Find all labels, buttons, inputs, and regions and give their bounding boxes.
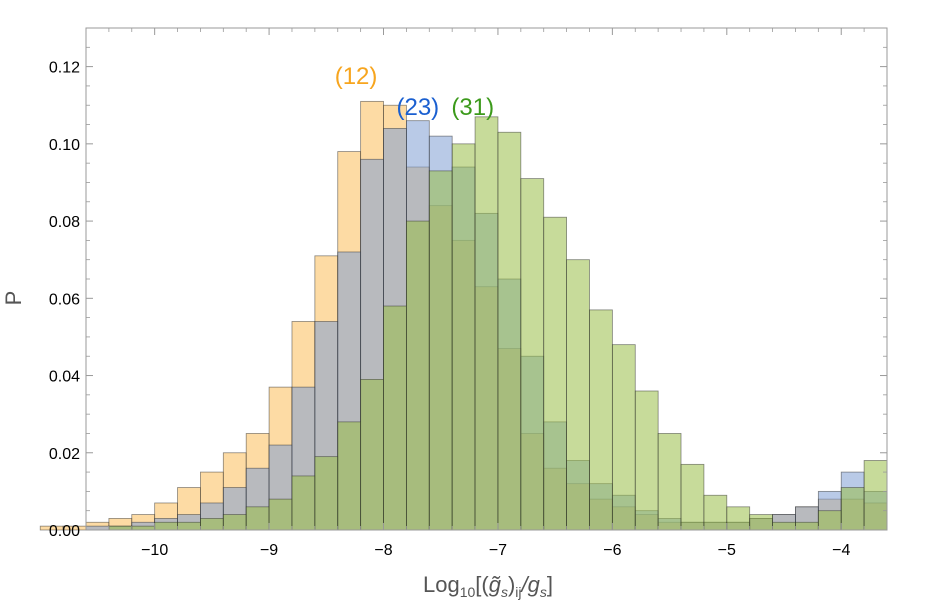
- bar-series-3-bin-20: [497, 131, 522, 531]
- x-title-g-tilde: g̃: [489, 572, 502, 597]
- y-tick-label: 0.06: [49, 291, 80, 308]
- x-tick-label: −10: [141, 542, 168, 559]
- series-annotations: (12) (23) (31): [335, 63, 494, 121]
- x-tick-label: −4: [832, 542, 850, 559]
- bar-series-3-bin-5: [154, 521, 178, 531]
- y-tick-label: 0.00: [49, 523, 80, 540]
- x-title-sub-10: 10: [460, 584, 476, 600]
- bar-series-3-bin-11: [291, 475, 316, 531]
- bar-series-3-bin-13: [337, 421, 362, 531]
- bar-series-3-bin-31: [749, 514, 773, 531]
- bar-series-3-bin-15: [383, 305, 407, 531]
- x-tick-label: −8: [374, 542, 392, 559]
- x-title-bracket-open: [(: [475, 572, 489, 597]
- bar-series-3-bin-16: [405, 220, 430, 531]
- bar-series-3-bin-8: [222, 514, 247, 531]
- histogram-bars: [39, 100, 888, 531]
- x-tick-label: −6: [603, 542, 621, 559]
- bar-series-3-bin-29: [703, 494, 728, 531]
- bar-series-3-bin-34: [817, 510, 842, 531]
- x-title-close-paren: ): [508, 572, 515, 597]
- bar-series-3-bin-22: [543, 216, 568, 531]
- bar-series-3-bin-23: [566, 259, 590, 531]
- bar-series-3-bin-17: [428, 170, 453, 531]
- bar-series-3-bin-26: [634, 390, 659, 531]
- x-tick-label: −9: [260, 542, 278, 559]
- series-annotation-1: (12): [335, 63, 378, 90]
- series-annotation-3: (31): [451, 94, 494, 121]
- x-title-bracket-close: ]: [547, 572, 553, 597]
- bar-series-3-bin-12: [314, 456, 339, 531]
- y-tick-label: 0.12: [49, 60, 80, 77]
- bar-series-3-bin-35: [840, 487, 865, 531]
- bar-series-3-bin-28: [680, 463, 705, 531]
- x-title-sub-s2: s: [540, 584, 547, 600]
- bar-series-3-bin-24: [589, 309, 613, 531]
- bar-series-3-bin-7: [200, 518, 224, 531]
- bar-series-3-bin-32: [772, 521, 796, 531]
- bar-series-3-bin-19: [474, 116, 499, 531]
- bar-series-3-bin-10: [268, 498, 293, 531]
- series-annotation-2: (23): [396, 94, 439, 121]
- y-tick-label: 0.04: [49, 369, 80, 386]
- y-tick-label: 0.02: [49, 446, 80, 463]
- y-tick-label: 0.10: [49, 137, 80, 154]
- bar-series-3-bin-36: [863, 460, 888, 531]
- bar-series-3-bin-25: [611, 344, 636, 531]
- y-tick-label: 0.08: [49, 214, 80, 231]
- bar-series-3-bin-21: [520, 178, 545, 531]
- bar-series-3-bin-9: [245, 506, 270, 531]
- bar-series-3-bin-30: [726, 506, 751, 531]
- x-axis-title: Log10[(g̃s)ij/gs]: [423, 572, 553, 600]
- bar-series-3-bin-14: [360, 378, 384, 531]
- axis-ticks: −10 −9 −8 −7 −6 −5 −4 0.00 0.02 0.04 0.06 0.08 0.10 0…: [49, 27, 888, 559]
- bar-series-3-bin-33: [795, 521, 819, 531]
- x-tick-label: −7: [489, 542, 507, 559]
- bar-series-3-bin-18: [451, 143, 476, 531]
- y-axis-title: P: [1, 291, 26, 306]
- bar-series-3-bin-3: [108, 525, 133, 531]
- x-title-sub-s1: s: [501, 584, 508, 600]
- bar-series-3-bin-4: [131, 525, 156, 531]
- x-title-slash-g: /g: [520, 572, 541, 597]
- x-tick-label: −5: [718, 542, 736, 559]
- x-title-sub-ij: ij: [515, 584, 521, 600]
- x-title-prefix: Log: [423, 572, 460, 597]
- bar-series-3-bin-27: [657, 433, 682, 531]
- bar-series-2-bin-2: [85, 525, 110, 531]
- bar-series-3-bin-6: [177, 521, 201, 531]
- series-3-bars: [108, 116, 888, 531]
